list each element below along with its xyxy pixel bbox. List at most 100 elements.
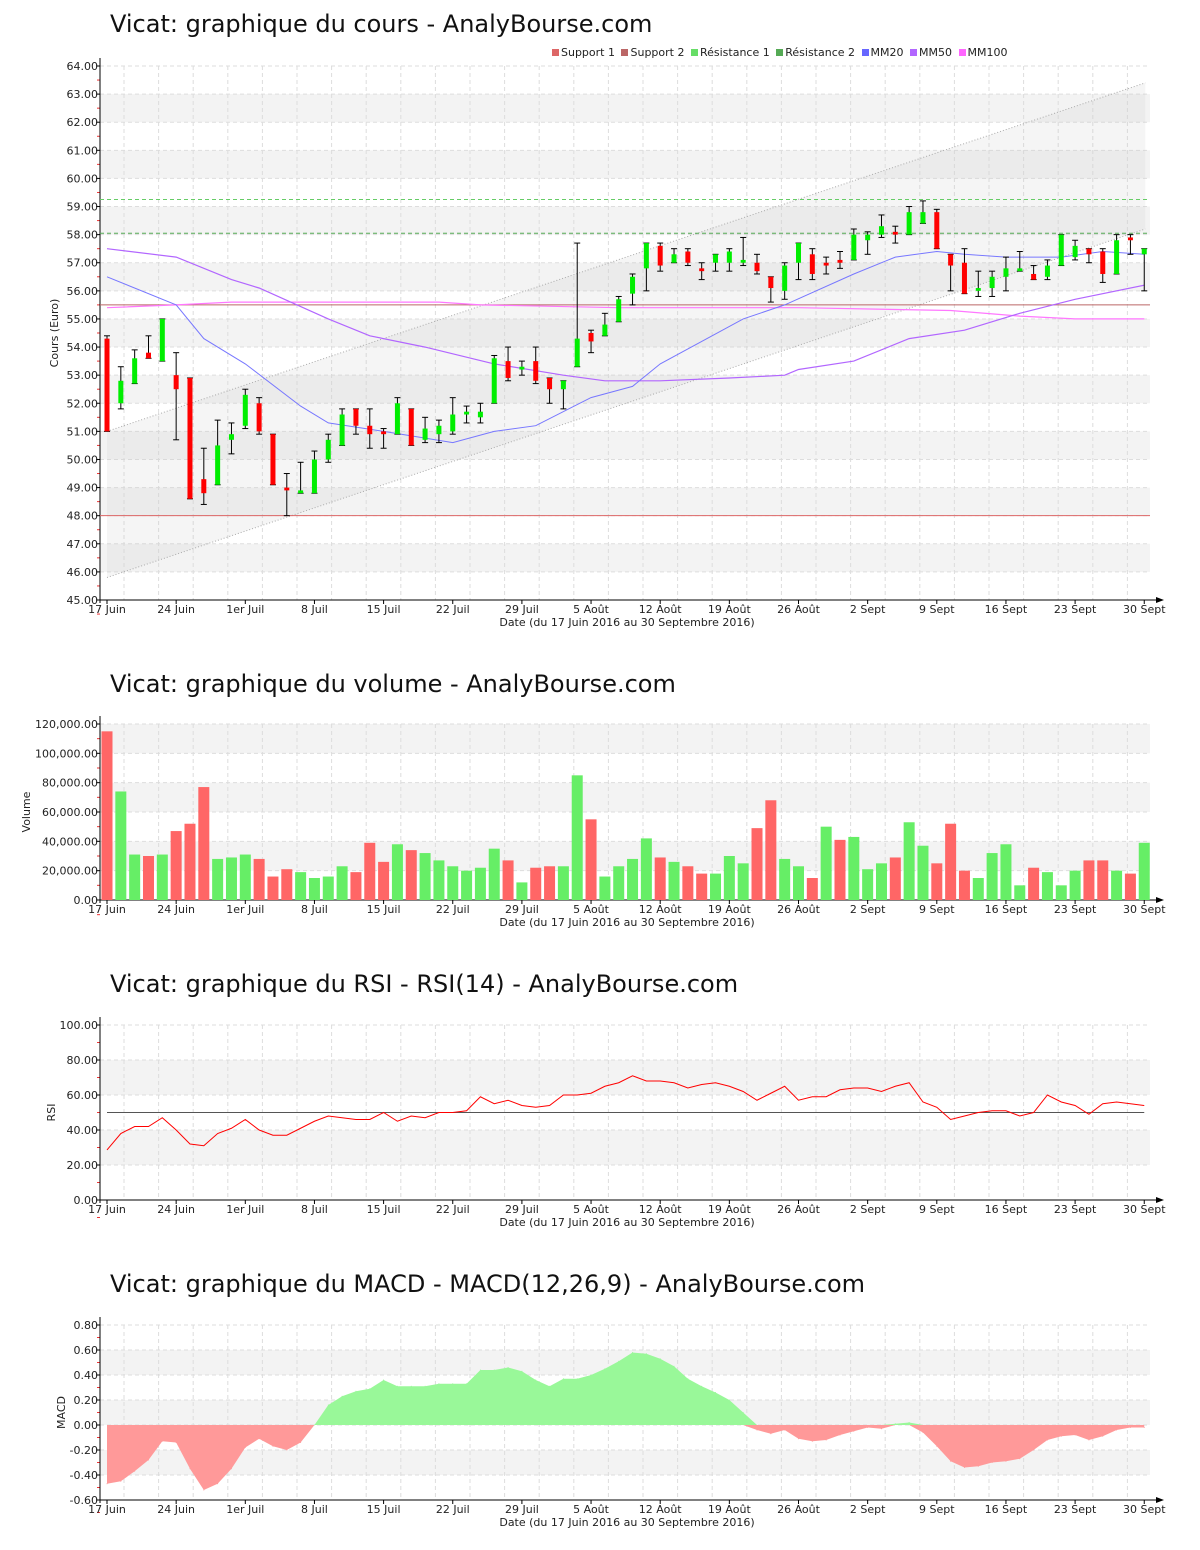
- x-tick-label: 29 Juil: [505, 603, 539, 616]
- y-tick-label: 40.00: [67, 1124, 99, 1137]
- candle-body: [975, 288, 981, 291]
- volume-bar: [115, 791, 127, 900]
- macd-point: [410, 1385, 412, 1387]
- volume-bar: [834, 839, 846, 900]
- macd-point: [798, 1438, 799, 1440]
- volume-bar: [737, 863, 749, 900]
- y-tick-label: 0.00: [74, 894, 99, 907]
- candle-body: [630, 276, 636, 294]
- background-band: [100, 150, 1150, 179]
- volume-bar: [613, 866, 625, 900]
- volume-bar: [516, 882, 528, 900]
- price-legend: Support 1 Support 2 Résistance 1 Résista…: [549, 46, 1007, 59]
- legend-support1: Support 1: [561, 46, 615, 59]
- macd-point: [383, 1379, 385, 1381]
- volume-bar: [461, 870, 473, 900]
- x-tick-label: 9 Sept: [919, 903, 955, 916]
- macd-point: [1088, 1439, 1090, 1441]
- x-tick-label: 15 Juil: [367, 603, 401, 616]
- volume-bar: [917, 845, 929, 900]
- y-tick-label: 100,000.00: [35, 747, 98, 760]
- volume-bar: [364, 842, 376, 900]
- macd-point: [452, 1383, 454, 1385]
- volume-bar: [101, 731, 113, 900]
- volume-bar: [1124, 873, 1136, 900]
- candle-body: [782, 265, 788, 291]
- y-axis-title: MACD: [55, 1396, 68, 1429]
- volume-bar: [793, 866, 804, 900]
- candle-body: [602, 324, 608, 336]
- macd-point: [963, 1467, 965, 1468]
- candle-body: [892, 231, 898, 235]
- candle-body: [381, 431, 387, 435]
- candle-body: [173, 375, 179, 390]
- volume-bar: [1028, 867, 1040, 900]
- macd-point: [161, 1440, 163, 1442]
- candle-body: [671, 254, 677, 263]
- x-tick-label: 30 Sept: [1123, 1203, 1166, 1216]
- x-tick-label: 9 Sept: [919, 1503, 955, 1516]
- volume-bar: [958, 870, 970, 900]
- macd-point: [189, 1468, 191, 1470]
- y-tick-label: 45.00: [67, 594, 99, 607]
- rsi-chart-title: Vicat: graphique du RSI - RSI(14) - Anal…: [110, 970, 739, 998]
- macd-point: [549, 1385, 551, 1387]
- background-band: [100, 841, 1150, 871]
- x-tick-label: 29 Juil: [505, 1203, 539, 1216]
- x-tick-label: 23 Sept: [1054, 1503, 1097, 1516]
- y-tick-label: 60.00: [67, 172, 99, 185]
- legend-resistance1: Résistance 1: [699, 46, 770, 59]
- macd-point: [880, 1428, 882, 1430]
- macd-point: [715, 1392, 717, 1393]
- macd-point: [922, 1432, 924, 1433]
- x-tick-label: 16 Sept: [985, 1203, 1028, 1216]
- volume-bar: [253, 858, 265, 900]
- mm50-line: [106, 248, 1145, 382]
- candle-body: [1072, 245, 1078, 258]
- volume-bar: [212, 858, 224, 900]
- volume-bar: [945, 823, 957, 900]
- y-tick-label: 47.00: [67, 538, 99, 551]
- macd-point: [825, 1439, 827, 1441]
- x-tick-label: 16 Sept: [985, 903, 1028, 916]
- candle-body: [270, 434, 276, 485]
- y-tick-label: 53.00: [67, 369, 99, 382]
- candle-body: [284, 487, 290, 491]
- volume-bar: [1055, 885, 1067, 900]
- volume-bar: [627, 858, 639, 900]
- macd-point: [327, 1404, 329, 1406]
- macd-point: [147, 1459, 149, 1461]
- macd-point: [645, 1353, 647, 1355]
- volume-bar: [170, 831, 182, 900]
- volume-bar: [295, 872, 307, 900]
- macd-point: [1143, 1427, 1145, 1428]
- volume-bar: [571, 775, 583, 900]
- macd-point: [770, 1433, 772, 1435]
- trend-channel-fill: [107, 82, 1146, 578]
- x-tick-label: 9 Sept: [919, 603, 955, 616]
- background-band: [100, 375, 1150, 404]
- candle-body: [477, 411, 483, 418]
- volume-bar: [779, 858, 791, 900]
- x-tick-label: 26 Août: [777, 1203, 821, 1216]
- candle-body: [823, 262, 829, 266]
- macd-chart-title: Vicat: graphique du MACD - MACD(12,26,9)…: [110, 1270, 866, 1298]
- candle-body: [740, 259, 746, 263]
- macd-point: [258, 1438, 260, 1440]
- x-axis-title: Date (du 17 Juin 2016 au 30 Septembre 20…: [499, 616, 754, 629]
- candle-body: [325, 439, 331, 460]
- macd-point: [217, 1483, 219, 1485]
- volume-bar: [502, 860, 514, 900]
- macd-point: [286, 1449, 288, 1451]
- x-tick-label: 24 Juin: [157, 903, 195, 916]
- background-band: [100, 724, 1150, 754]
- volume-bar: [530, 867, 542, 900]
- macd-point: [424, 1385, 426, 1387]
- x-tick-label: 2 Sept: [850, 603, 886, 616]
- x-tick-label: 1er Juil: [226, 1203, 264, 1216]
- volume-chart-title: Vicat: graphique du volume - AnalyBourse…: [110, 670, 676, 698]
- macd-point: [521, 1370, 523, 1372]
- y-tick-label: 0.00: [74, 1419, 99, 1432]
- y-tick-label: 0.60: [74, 1344, 99, 1357]
